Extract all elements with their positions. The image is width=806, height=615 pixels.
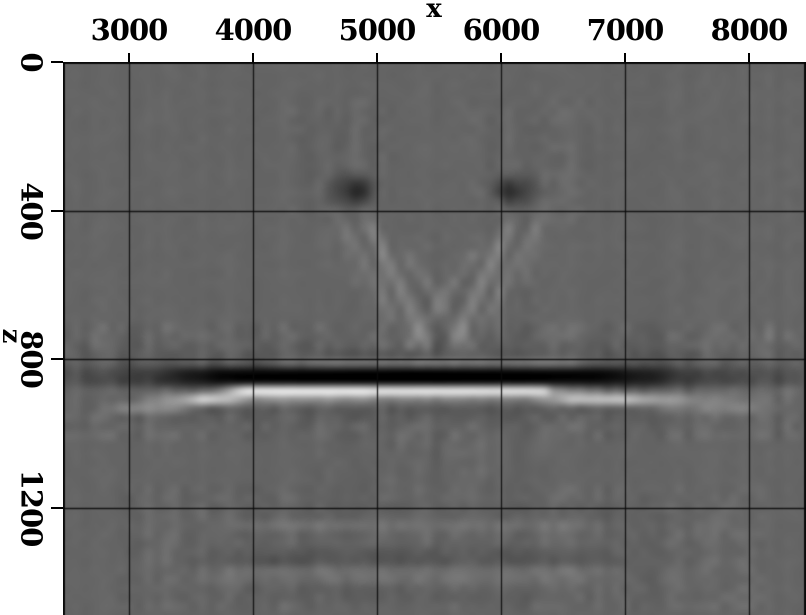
x-axis-title: x	[426, 0, 442, 24]
x-tick-mark-3000	[127, 53, 130, 62]
z-tick-label-400: 400	[14, 181, 49, 240]
x-tick-mark-6000	[499, 53, 502, 62]
x-tick-label-5000: 5000	[338, 13, 417, 47]
seismic-image-canvas	[63, 62, 806, 615]
x-tick-label-4000: 4000	[214, 13, 293, 47]
z-tick-label-800: 800	[14, 330, 49, 388]
x-tick-label-7000: 7000	[586, 13, 665, 47]
z-tick-label-0: 0	[14, 52, 49, 72]
z-tick-label-1200: 1200	[14, 469, 49, 547]
z-tick-mark-0	[51, 61, 63, 63]
x-tick-label-6000: 6000	[462, 13, 541, 47]
x-tick-label-8000: 8000	[710, 13, 789, 47]
z-tick-mark-800	[51, 358, 63, 361]
x-tick-mark-7000	[623, 53, 626, 62]
z-tick-mark-400	[51, 209, 63, 212]
x-tick-label-3000: 3000	[90, 13, 169, 47]
x-tick-mark-8000	[747, 53, 750, 62]
z-tick-mark-1200	[51, 506, 63, 509]
x-tick-mark-5000	[375, 53, 378, 62]
x-tick-mark-4000	[251, 53, 254, 62]
